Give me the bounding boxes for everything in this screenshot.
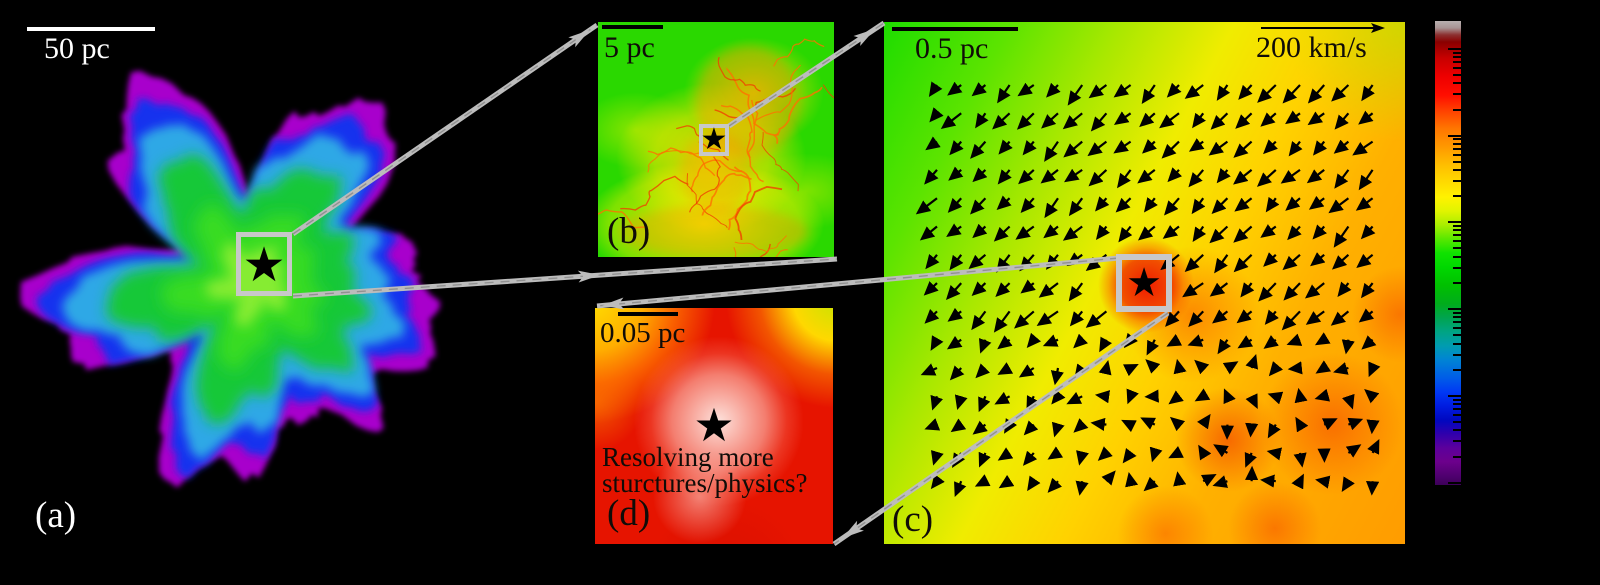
- colorbar-tick: [1453, 282, 1461, 285]
- colorbar-tick: [1453, 138, 1461, 141]
- colorbar-tick: [1453, 169, 1461, 172]
- velocity-legend-label: 200 km/s: [1256, 31, 1367, 64]
- scalebar-a-label: 50 pc: [44, 32, 110, 65]
- colorbar-tick: [1453, 420, 1461, 423]
- colorbar-tick: [1453, 247, 1461, 250]
- colorbar-tick: [1448, 481, 1461, 484]
- colorbar-tick: [1453, 429, 1461, 432]
- colorbar-tick: [1453, 108, 1461, 111]
- colorbar-tick: [1453, 440, 1461, 443]
- colorbar-tick: [1448, 134, 1461, 137]
- scalebar-d-label: 0.05 pc: [600, 317, 686, 349]
- colorbar-tick: [1453, 327, 1461, 330]
- panel-d-label: (d): [607, 493, 651, 534]
- scalebar-b-label: 5 pc: [604, 31, 655, 64]
- colorbar-tick: [1453, 455, 1461, 458]
- colorbar-tick: [1453, 147, 1461, 150]
- panel-c-label: (c): [892, 499, 934, 540]
- colorbar-tick: [1453, 73, 1461, 76]
- star-marker-a: ★: [242, 236, 286, 293]
- colorbar-tick: [1453, 153, 1461, 156]
- colorbar-tick: [1453, 266, 1461, 269]
- scalebar-c-label: 0.5 pc: [915, 32, 989, 65]
- colorbar-tick: [1453, 407, 1461, 410]
- annotation-line2: sturctures/physics?: [602, 468, 808, 498]
- annotation-line1: Resolving more: [602, 442, 774, 472]
- colorbar-tick: [1453, 229, 1461, 232]
- star-marker-d: ★: [693, 397, 735, 452]
- colorbar-tick: [1453, 60, 1461, 63]
- panel-a-label: (a): [35, 495, 77, 536]
- colorbar-tick: [1453, 55, 1461, 58]
- zoom-box-a: [236, 232, 292, 296]
- colorbar-tick: [1453, 93, 1461, 96]
- zoom-box-b: [699, 124, 729, 156]
- colorbar-tick: [1453, 195, 1461, 198]
- colorbar-tick: [1453, 234, 1461, 237]
- star-marker-c: ★: [1126, 260, 1162, 307]
- colorbar-tick: [1453, 142, 1461, 145]
- scalebar-a-line: [27, 27, 155, 31]
- colorbar-tick: [1448, 308, 1461, 311]
- colorbar-tick: [1453, 398, 1461, 401]
- scalebar-d-line: [618, 312, 678, 316]
- star-marker-b: ★: [700, 122, 728, 158]
- colorbar-tick: [1448, 394, 1461, 397]
- colorbar-tick: [1453, 321, 1461, 324]
- colorbar-tick: [1453, 82, 1461, 85]
- colorbar-tick: [1453, 369, 1461, 371]
- colorbar-tick: [1453, 180, 1461, 183]
- colorbar-tick: [1453, 353, 1461, 356]
- colorbar-tick: [1453, 225, 1461, 228]
- colorbar-tick: [1453, 402, 1461, 405]
- colorbar-tick: [1453, 311, 1461, 314]
- panel-b-label: (b): [607, 211, 651, 252]
- colorbar-tick: [1453, 255, 1461, 258]
- colorbar-tick: [1453, 160, 1461, 163]
- colorbar: [1435, 21, 1461, 485]
- colorbar-tick: [1453, 342, 1461, 345]
- panel-d-density-map: [595, 308, 833, 544]
- colorbar-tick: [1453, 66, 1461, 69]
- colorbar-tick: [1453, 51, 1461, 54]
- colorbar-tick: [1448, 221, 1461, 224]
- scalebar-c-line: [892, 27, 1018, 31]
- colorbar-tick: [1453, 414, 1461, 416]
- colorbar-tick: [1453, 316, 1461, 319]
- colorbar-tick: [1453, 240, 1461, 243]
- colorbar-tick: [1448, 47, 1461, 50]
- colorbar-tick: [1453, 334, 1461, 337]
- scalebar-b-line: [602, 25, 663, 29]
